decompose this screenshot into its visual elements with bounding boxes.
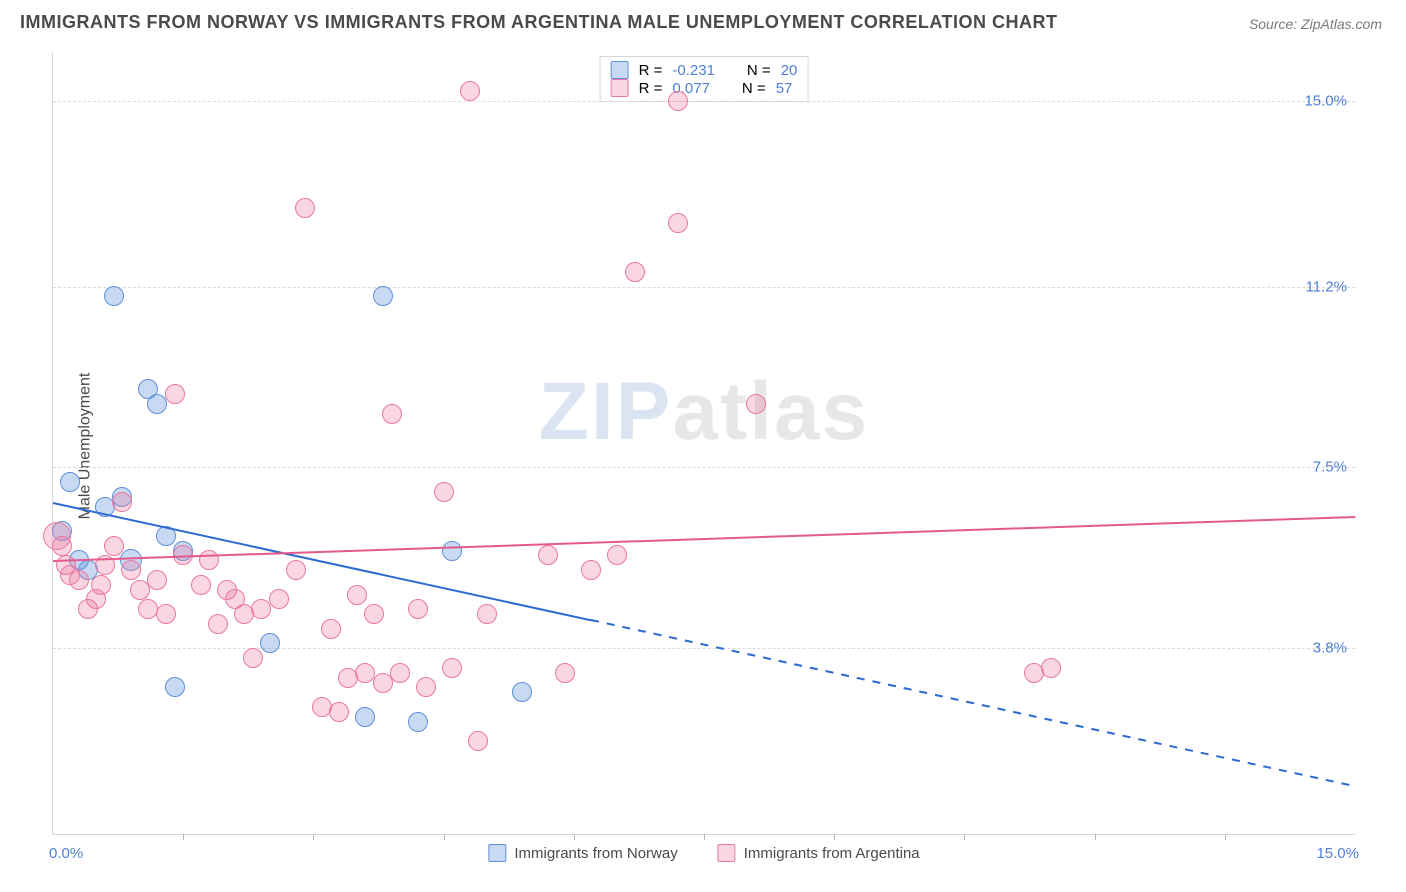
correlation-legend: R =-0.231N =20R =0.077N =57 [600,56,809,102]
data-point-argentina [165,384,185,404]
n-value-norway[interactable]: 20 [781,62,798,79]
x-tick [1095,834,1096,840]
y-tick-label: 11.2% [1306,278,1347,295]
data-point-argentina [269,589,289,609]
data-point-argentina [147,570,167,590]
data-point-argentina [347,585,367,605]
n-label: N = [742,80,766,97]
data-point-norway [373,286,393,306]
x-tick [1225,834,1226,840]
data-point-argentina [1041,658,1061,678]
data-point-argentina [286,560,306,580]
y-tick-label: 15.0% [1304,92,1347,109]
data-point-argentina [321,619,341,639]
n-label: N = [747,62,771,79]
gridline [53,467,1355,468]
x-tick [964,834,965,840]
trendline-argentina [53,516,1355,562]
data-point-argentina [91,575,111,595]
data-point-norway [408,712,428,732]
data-point-argentina [442,658,462,678]
data-point-argentina [581,560,601,580]
data-point-norway [512,682,532,702]
x-axis-min: 0.0% [49,845,83,862]
series-legend-item-norway: Immigrants from Norway [488,844,677,862]
data-point-argentina [329,702,349,722]
x-tick [444,834,445,840]
x-tick [574,834,575,840]
data-point-argentina [382,404,402,424]
data-point-argentina [746,394,766,414]
x-tick [313,834,314,840]
data-point-argentina [295,198,315,218]
data-point-argentina [191,575,211,595]
r-label: R = [639,80,663,97]
legend-row-argentina: R =0.077N =57 [611,79,798,97]
x-axis-max: 15.0% [1316,845,1359,862]
data-point-argentina [460,81,480,101]
data-point-argentina [156,604,176,624]
legend-row-norway: R = -0.231 N = 20 [611,61,798,79]
series-label-norway: Immigrants from Norway [514,845,677,862]
swatch-argentina [611,79,629,97]
r-value-norway[interactable]: -0.231 [672,62,715,79]
data-point-argentina [555,663,575,683]
scatter-plot: ZIPatlas R =-0.231N =20R =0.077N =57 Imm… [52,52,1355,835]
watermark: ZIPatlas [539,365,869,459]
data-point-argentina [668,91,688,111]
r-label: R = [639,62,663,79]
x-tick [704,834,705,840]
y-tick-label: 7.5% [1313,459,1347,476]
data-point-norway [104,286,124,306]
data-point-argentina [625,262,645,282]
data-point-norway [260,633,280,653]
data-point-argentina [52,536,72,556]
x-tick [834,834,835,840]
data-point-argentina [607,545,627,565]
data-point-argentina [477,604,497,624]
data-point-argentina [69,570,89,590]
data-point-argentina [416,677,436,697]
data-point-argentina [364,604,384,624]
swatch-norway [611,61,629,79]
data-point-argentina [112,492,132,512]
trendline-norway-extrapolated [591,619,1355,787]
y-tick-label: 3.8% [1313,640,1347,657]
data-point-argentina [390,663,410,683]
data-point-argentina [243,648,263,668]
n-value-argentina[interactable]: 57 [776,80,793,97]
series-legend: Immigrants from Norway Immigrants from Ar… [488,844,919,862]
data-point-argentina [434,482,454,502]
series-label-argentina: Immigrants from Argentina [744,845,920,862]
swatch-argentina [718,844,736,862]
data-point-argentina [121,560,141,580]
data-point-norway [442,541,462,561]
gridline [53,101,1355,102]
chart-title: IMMIGRANTS FROM NORWAY VS IMMIGRANTS FRO… [20,12,1057,33]
data-point-argentina [199,550,219,570]
data-point-argentina [408,599,428,619]
series-legend-item-argentina: Immigrants from Argentina [718,844,920,862]
data-point-norway [60,472,80,492]
swatch-norway [488,844,506,862]
data-point-argentina [208,614,228,634]
data-point-argentina [668,213,688,233]
data-point-argentina [538,545,558,565]
x-tick [183,834,184,840]
gridline [53,287,1355,288]
data-point-norway [165,677,185,697]
data-point-argentina [104,536,124,556]
source-attribution: Source: ZipAtlas.com [1249,16,1382,32]
data-point-norway [355,707,375,727]
data-point-argentina [468,731,488,751]
